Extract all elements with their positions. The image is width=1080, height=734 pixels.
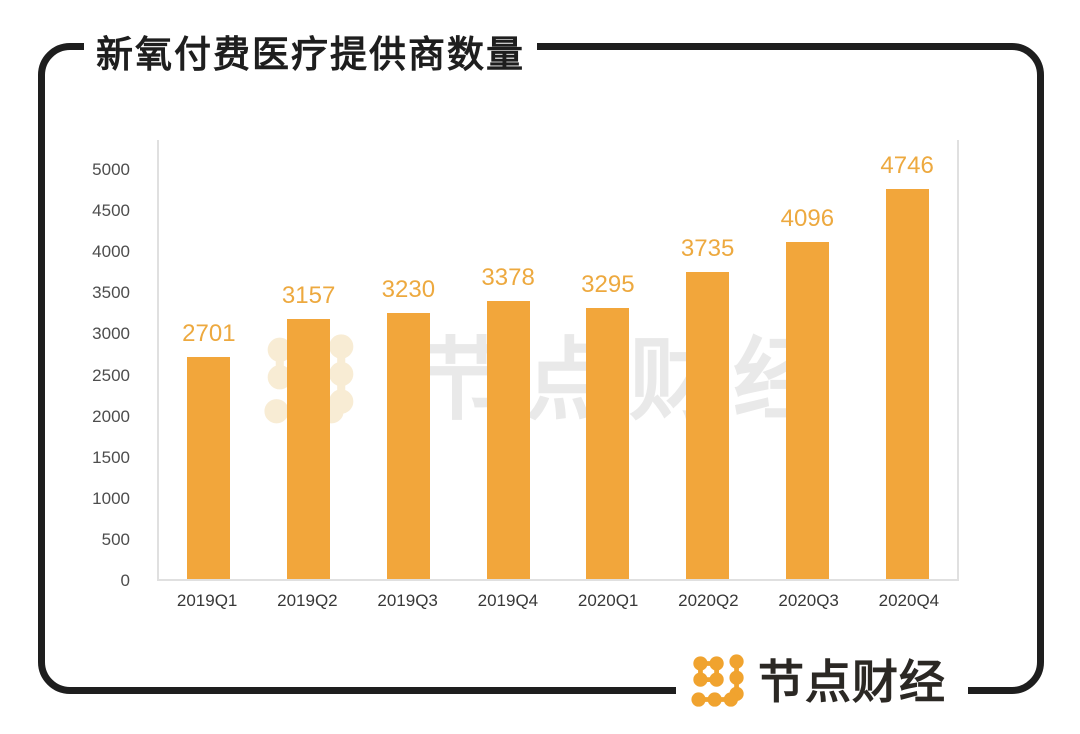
bar-group: 4746 (857, 140, 957, 579)
bar-group: 3378 (458, 140, 558, 579)
bar (586, 308, 630, 579)
bar (486, 301, 530, 579)
frame-border (38, 43, 1044, 694)
y-tick-label: 4500 (92, 201, 130, 221)
bar-value-label: 3378 (481, 264, 535, 291)
x-tick-label: 2020Q4 (878, 591, 940, 610)
bar-value-label: 3230 (381, 276, 436, 303)
bar (686, 272, 730, 579)
x-tick-label: 2019Q3 (377, 591, 438, 610)
bar-value-label: 3735 (680, 235, 735, 262)
y-tick-label: 4000 (92, 242, 130, 262)
bar-group: 4096 (758, 140, 858, 579)
x-tick-label: 2020Q1 (577, 591, 639, 610)
bar (785, 242, 829, 579)
bar (386, 313, 430, 579)
y-tick-label: 2000 (92, 406, 130, 426)
bar-value-label: 2701 (182, 320, 236, 347)
x-tick-label: 2020Q3 (778, 591, 839, 610)
y-tick-label: 2500 (92, 365, 130, 385)
bar-value-label: 3295 (581, 271, 635, 298)
y-tick-label: 3500 (92, 283, 130, 303)
x-tick-label: 2020Q2 (678, 591, 739, 610)
bar-group: 3735 (658, 140, 758, 579)
y-tick-label: 5000 (92, 160, 130, 179)
y-tick-label: 0 (120, 571, 130, 590)
y-tick-label: 1000 (92, 488, 130, 508)
bar-group: 3157 (259, 140, 359, 579)
bar-value-label: 4746 (880, 152, 934, 179)
y-tick-label: 3000 (92, 324, 130, 344)
y-tick-label: 500 (101, 529, 130, 549)
bars-row: 2701 3157 3230 3378 3295 3735 4096 4746 (159, 140, 957, 579)
x-tick-label: 2019Q1 (176, 591, 238, 610)
bar-value-label: 4096 (780, 205, 835, 232)
bar-group: 3295 (558, 140, 658, 579)
bar (187, 357, 231, 579)
bar-value-label: 3157 (281, 282, 336, 309)
x-tick-label: 2019Q2 (277, 591, 338, 610)
y-tick-label: 1500 (92, 447, 130, 467)
chart-title: 新氧付费医疗提供商数量 (84, 20, 537, 82)
bar (287, 319, 331, 579)
y-axis: 0 500 1000 1500 2000 2500 3000 3500 4000 4500 5000 (60, 0, 142, 734)
logo-icon (690, 653, 747, 710)
bar-group: 2701 (159, 140, 259, 579)
x-tick-label: 2019Q4 (477, 591, 539, 610)
footer-logo: 节点财经 (676, 648, 968, 715)
logo-text: 节点财经 (758, 655, 946, 708)
bar (885, 189, 929, 579)
bar-group: 3230 (359, 140, 459, 579)
x-axis: 2019Q1 2019Q2 2019Q3 2019Q4 2020Q1 2020Q2 2020… (157, 591, 959, 611)
